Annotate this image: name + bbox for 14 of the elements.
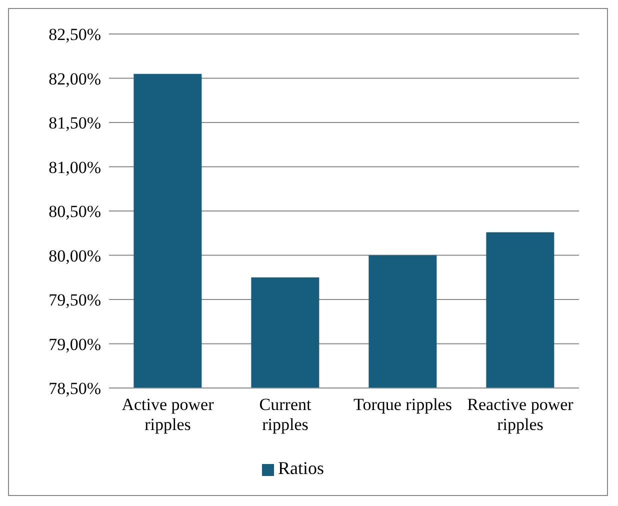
- x-tick-label: Active power ripples: [122, 395, 214, 434]
- y-tick-label: 78,50%: [48, 379, 101, 398]
- y-tick-label: 80,00%: [48, 246, 101, 266]
- x-tick-label: Reactive power ripples: [467, 395, 574, 434]
- y-tick-label: 81,50%: [48, 114, 101, 133]
- y-tick-label: 80,50%: [48, 202, 101, 222]
- y-tick-label: 81,00%: [48, 158, 101, 177]
- x-tick-label: Current ripples: [259, 395, 312, 434]
- legend-label: Ratios: [278, 458, 324, 478]
- y-tick-label: 79,00%: [48, 334, 101, 354]
- y-tick-label: 82,50%: [48, 25, 101, 44]
- y-tick-label: 82,00%: [48, 69, 101, 88]
- y-tick-label: 79,50%: [48, 290, 101, 310]
- x-tick-label: Torque ripples: [354, 395, 452, 414]
